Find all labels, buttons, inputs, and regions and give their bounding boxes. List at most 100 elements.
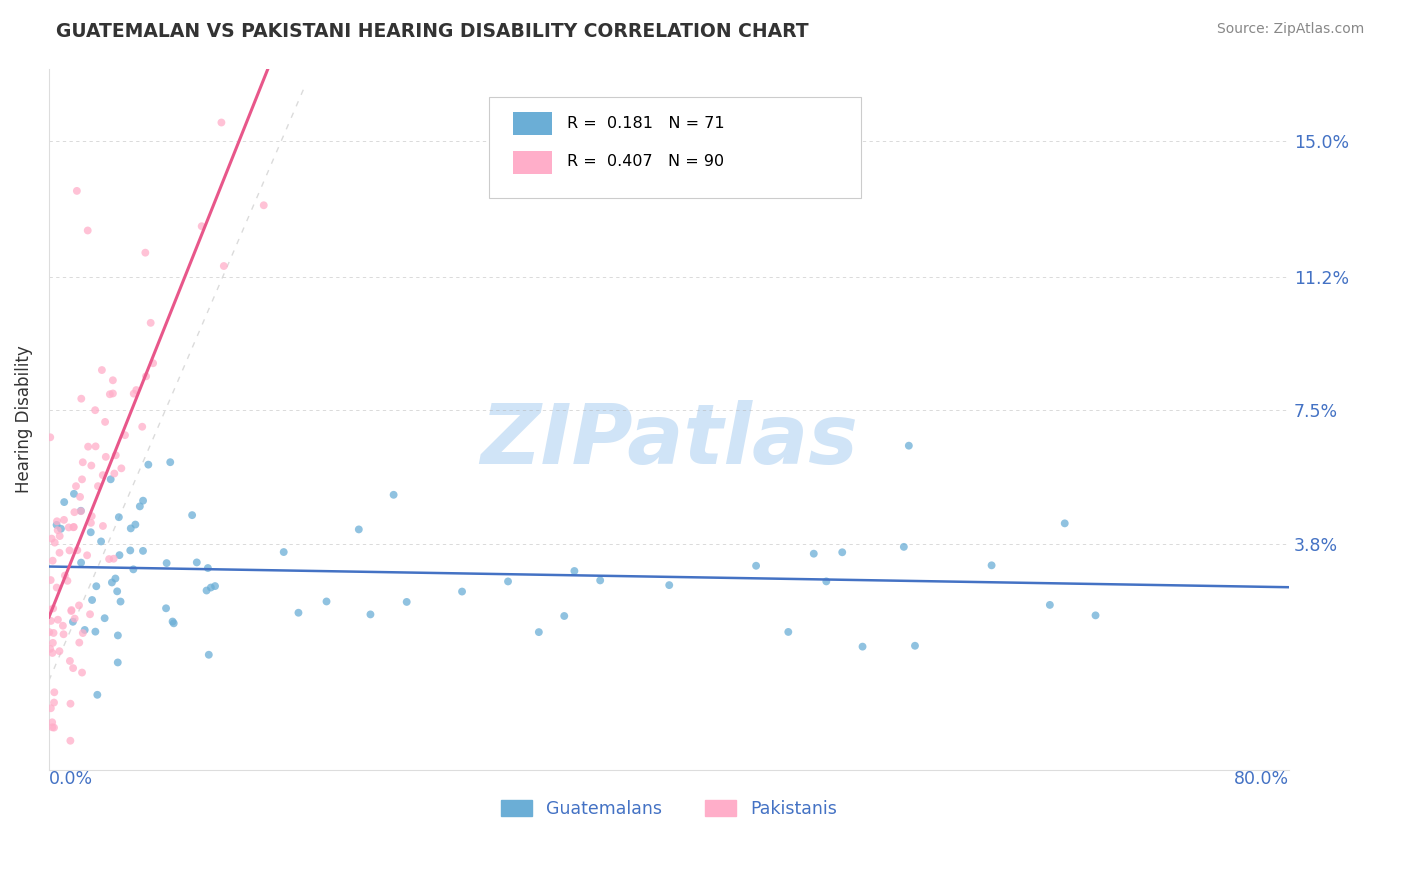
Point [90, 534, 112, 549]
Point [67, 635, 90, 649]
Point [527, 625, 550, 640]
Point [553, 609, 575, 624]
Point [84, 579, 107, 593]
Point [94, 450, 117, 464]
Point [39, 701, 62, 715]
Point [39, 573, 62, 587]
Point [101, 575, 124, 590]
Point [139, 316, 162, 330]
Text: R =  0.407   N = 90: R = 0.407 N = 90 [567, 154, 724, 169]
Point [73, 623, 96, 637]
Point [44, 535, 66, 549]
Point [70, 472, 93, 486]
Point [198, 648, 221, 662]
Point [79, 607, 101, 622]
Point [86, 688, 108, 702]
Point [186, 556, 208, 570]
Point [382, 488, 405, 502]
Point [122, 562, 145, 576]
Point [46, 613, 69, 627]
Point [181, 508, 204, 523]
Point [62, 520, 84, 534]
Point [58, 520, 80, 534]
Point [745, 558, 768, 573]
Point [69, 490, 91, 504]
Point [70, 556, 93, 570]
Point [803, 547, 825, 561]
Point [91, 468, 114, 483]
Point [53, 495, 76, 509]
Point [59, 697, 82, 711]
Point [159, 455, 181, 469]
Point [93, 611, 115, 625]
Point [496, 574, 519, 589]
Point [98, 552, 121, 566]
Point [253, 198, 276, 212]
Point [48, 529, 70, 543]
Point [589, 574, 612, 588]
Point [46, 523, 69, 537]
Point [67, 599, 90, 613]
Point [45, 581, 67, 595]
Point [197, 561, 219, 575]
Point [110, 594, 132, 608]
Point [72, 455, 94, 469]
Point [212, 259, 235, 273]
Point [101, 373, 124, 387]
Point [128, 500, 150, 514]
Point [125, 383, 148, 397]
Point [200, 581, 222, 595]
Point [138, 458, 160, 472]
Point [1084, 608, 1107, 623]
Point [893, 540, 915, 554]
Point [49, 522, 72, 536]
Point [287, 606, 309, 620]
Point [831, 545, 853, 559]
Point [38, 602, 60, 616]
Point [53, 568, 76, 582]
Point [91, 519, 114, 533]
FancyBboxPatch shape [513, 151, 553, 174]
Point [451, 584, 474, 599]
Point [209, 115, 232, 129]
Point [904, 639, 927, 653]
Point [98, 387, 121, 401]
Legend: Guatemalans, Pakistanis: Guatemalans, Pakistanis [494, 793, 844, 825]
Point [60, 603, 83, 617]
Point [100, 472, 122, 486]
Text: 0.0%: 0.0% [49, 771, 93, 789]
Point [103, 551, 125, 566]
Point [778, 624, 800, 639]
FancyBboxPatch shape [513, 112, 553, 136]
Point [63, 611, 86, 625]
Point [107, 656, 129, 670]
Point [84, 403, 107, 417]
Point [42, 696, 65, 710]
Point [80, 593, 103, 607]
Point [87, 479, 110, 493]
Point [53, 513, 76, 527]
Point [42, 626, 65, 640]
Point [142, 356, 165, 370]
Point [66, 543, 89, 558]
Point [851, 640, 873, 654]
Point [46, 514, 69, 528]
Point [65, 479, 87, 493]
Point [131, 419, 153, 434]
Point [62, 615, 84, 629]
Point [39, 614, 62, 628]
Point [132, 544, 155, 558]
Point [897, 439, 920, 453]
Point [59, 733, 82, 747]
Text: Source: ZipAtlas.com: Source: ZipAtlas.com [1216, 22, 1364, 37]
Point [104, 572, 127, 586]
Point [1039, 598, 1062, 612]
Point [48, 644, 70, 658]
Point [76, 549, 98, 563]
Point [42, 721, 65, 735]
Point [110, 461, 132, 475]
Point [70, 504, 93, 518]
Point [41, 646, 63, 660]
Point [70, 504, 93, 518]
Point [84, 624, 107, 639]
